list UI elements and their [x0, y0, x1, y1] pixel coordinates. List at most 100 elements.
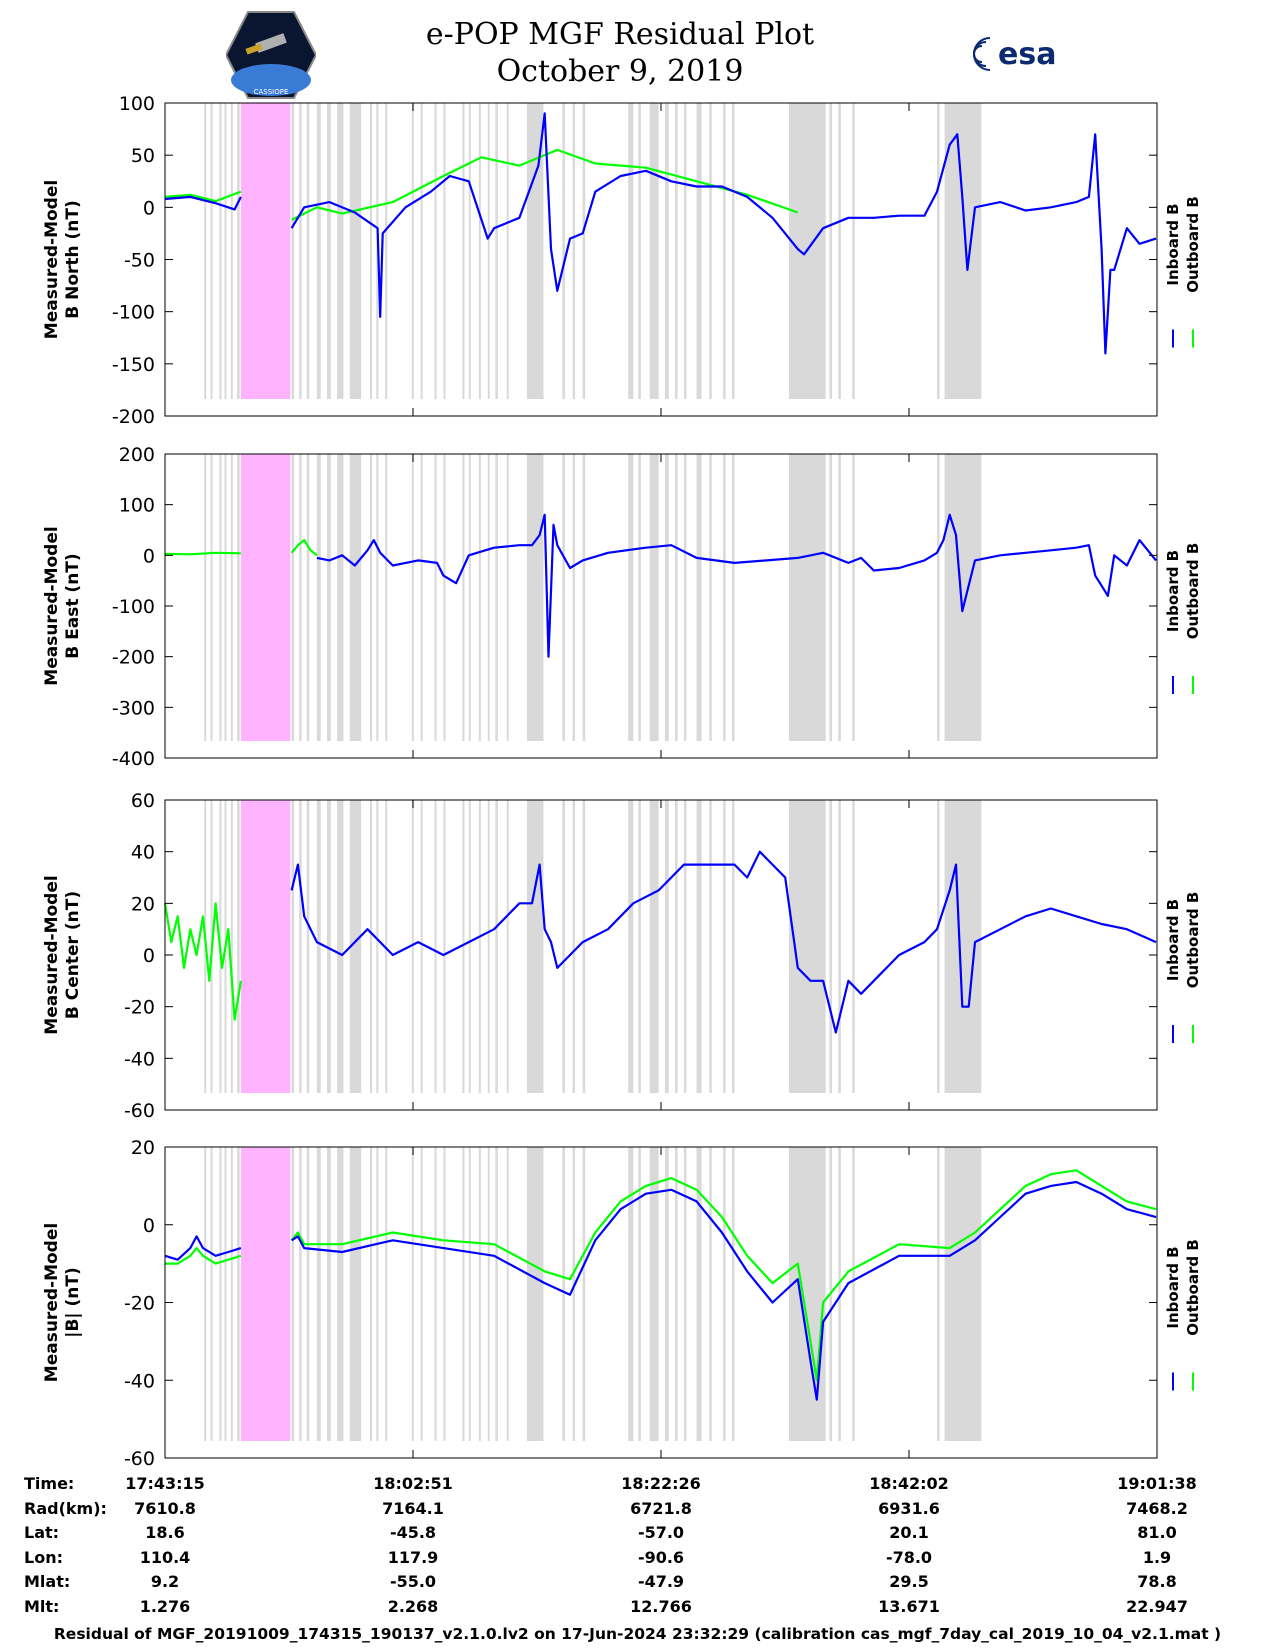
ephemeris-cell: -90.6 — [637, 1547, 685, 1567]
gap-shade — [230, 454, 233, 741]
gap-shade — [582, 454, 586, 741]
gap-shade — [649, 1147, 659, 1441]
gap-shade — [411, 103, 414, 399]
no-data-highlight — [240, 103, 291, 399]
ephemeris-cell: 6931.6 — [878, 1498, 940, 1518]
gap-shade — [291, 800, 295, 1093]
gap-shade — [434, 800, 437, 1093]
gap-shade — [462, 1147, 465, 1441]
gap-shade — [219, 1147, 222, 1441]
gap-shade — [582, 103, 586, 399]
y-tick-label: -20 — [124, 1293, 155, 1315]
gap-shade — [944, 103, 982, 399]
gap-shade — [299, 1147, 302, 1441]
gap-shade — [638, 103, 641, 399]
gap-shade — [306, 1147, 310, 1441]
ephemeris-cell: 29.5 — [889, 1572, 929, 1591]
gap-shade — [411, 800, 414, 1093]
gap-shade — [306, 103, 310, 399]
gap-shade — [628, 1147, 634, 1441]
ephemeris-cell: 17:43:15 — [125, 1474, 205, 1493]
gap-shade — [732, 454, 735, 741]
gap-shade — [224, 454, 227, 741]
gap-shade — [649, 800, 659, 1093]
y-tick-label: 100 — [119, 93, 155, 115]
gap-shade — [562, 1147, 565, 1441]
ephemeris-row-label: Mlat: — [24, 1572, 71, 1591]
y-axis-label-line-1: Measured-Model — [42, 180, 62, 339]
gap-shade — [349, 800, 362, 1093]
y-tick-label: -20 — [124, 997, 155, 1019]
gap-shade — [434, 103, 437, 399]
gap-shade — [487, 1147, 490, 1441]
ephemeris-cell: 117.9 — [387, 1547, 439, 1567]
gap-shade — [420, 800, 423, 1093]
esa-logo-text: esa — [998, 37, 1056, 72]
gap-shade — [723, 454, 726, 741]
gap-shade — [683, 103, 687, 399]
ephemeris-row-label: Rad(km): — [24, 1498, 107, 1518]
ephemeris-cell: -47.9 — [637, 1572, 685, 1591]
gap-shade — [838, 103, 841, 399]
gap-shade — [723, 103, 726, 399]
gap-shade — [649, 454, 659, 741]
gap-shade — [349, 1147, 362, 1441]
gap-shade — [385, 454, 388, 741]
panel-frame — [164, 102, 1158, 417]
legend-outboard-label: Outboard B — [1184, 892, 1202, 989]
gap-shade — [838, 800, 841, 1093]
gap-shade — [838, 454, 841, 741]
ephemeris-cell: 9.2 — [150, 1572, 180, 1591]
gap-shade — [224, 1147, 227, 1441]
gap-shade — [572, 800, 576, 1093]
y-tick-label: 20 — [131, 893, 155, 915]
title-line-2: October 9, 2019 — [496, 54, 744, 89]
y-axis-label-line-2: B East (nT) — [63, 553, 83, 658]
gap-shade — [638, 800, 641, 1093]
gap-shade — [327, 1147, 331, 1441]
ephemeris-cell: 1.9 — [1142, 1547, 1172, 1567]
gap-shade — [675, 103, 678, 399]
gap-shade — [572, 103, 576, 399]
legend: Inboard B Outboard B — [1164, 1239, 1202, 1391]
gap-shade — [829, 454, 832, 741]
gap-shade — [709, 103, 712, 399]
gap-shade — [204, 1147, 207, 1441]
gap-shade — [723, 1147, 726, 1441]
y-tick-label: 200 — [119, 444, 155, 466]
ephemeris-cell: 18:22:26 — [621, 1474, 701, 1493]
gap-shade — [468, 103, 471, 399]
ephemeris-row-label: Time: — [24, 1474, 75, 1493]
gap-shade — [944, 454, 982, 741]
ephemeris-cell: 18.6 — [145, 1523, 185, 1542]
gap-shade — [506, 454, 509, 741]
y-axis-label: Measured-ModelB East (nT) — [42, 526, 83, 685]
gap-shade — [723, 800, 726, 1093]
cassiope-logo-text: CASSIOPE — [254, 88, 289, 96]
gap-shade — [478, 1147, 481, 1441]
y-tick-label: -40 — [124, 1048, 155, 1070]
gap-shade — [526, 454, 544, 741]
gap-shade — [838, 1147, 841, 1441]
gap-shade — [468, 1147, 471, 1441]
gap-shade — [468, 800, 471, 1093]
ephemeris-cell: 81.0 — [1137, 1523, 1177, 1542]
gap-shade — [462, 800, 465, 1093]
gap-shade — [237, 1147, 240, 1441]
y-tick-label: -40 — [124, 1370, 155, 1392]
footer-caption: Residual of MGF_20191009_174315_190137_v… — [53, 1625, 1222, 1643]
gap-shade — [210, 1147, 213, 1441]
y-tick-label: 0 — [143, 945, 155, 967]
gap-shade — [675, 454, 678, 741]
y-tick-label: -60 — [124, 1448, 155, 1470]
ephemeris-cell: 7610.8 — [134, 1498, 196, 1518]
ephemeris-row-label: Mlt: — [24, 1596, 60, 1616]
ephemeris-cell: 19:01:38 — [1117, 1474, 1197, 1493]
gap-shade — [462, 454, 465, 741]
outboard-series-line — [164, 551, 241, 556]
gap-shade — [370, 800, 373, 1093]
y-axis-label: Measured-ModelB Center (nT) — [42, 875, 83, 1034]
gap-shade — [944, 800, 982, 1093]
gap-shade — [291, 103, 295, 399]
